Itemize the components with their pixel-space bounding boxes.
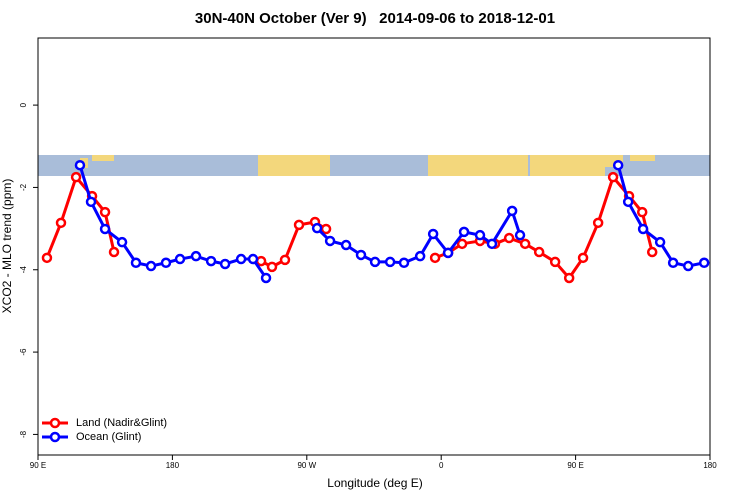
series-point <box>414 250 426 262</box>
series-point <box>279 254 291 266</box>
series-point <box>369 256 381 268</box>
series-point <box>55 217 67 229</box>
series-point <box>654 236 666 248</box>
x-tick-label: 180 <box>703 461 717 470</box>
series-point <box>519 238 531 250</box>
series-point <box>340 239 352 251</box>
series-point <box>563 272 575 284</box>
series-point <box>130 257 142 269</box>
series-point <box>592 217 604 229</box>
series-point <box>99 206 111 218</box>
series-point <box>85 196 97 208</box>
series-point <box>646 246 658 258</box>
series-point <box>219 258 231 270</box>
series-point <box>247 253 259 265</box>
series-point <box>514 229 526 241</box>
x-tick-label: 180 <box>166 461 180 470</box>
series-point <box>108 246 120 258</box>
series-point <box>667 257 679 269</box>
chart-title: 30N-40N October (Ver 9) 2014-09-06 to 20… <box>195 10 555 27</box>
x-tick-label: 90 E <box>30 461 46 470</box>
series-point <box>324 235 336 247</box>
series-point <box>145 260 157 272</box>
series-point <box>622 196 634 208</box>
series-point <box>235 253 247 265</box>
legend-marker <box>49 431 61 443</box>
series-point <box>174 253 186 265</box>
series-point <box>503 232 515 244</box>
series-point <box>458 226 470 238</box>
series-point <box>74 159 86 171</box>
plot-frame <box>37 37 711 456</box>
y-tick-label: -6 <box>19 348 28 356</box>
series-point <box>311 222 323 234</box>
series-point <box>533 246 545 258</box>
x-tick-label: 0 <box>439 461 444 470</box>
series-point <box>474 229 486 241</box>
x-axis-label: Longitude (deg E) <box>327 476 422 490</box>
series-point <box>427 228 439 240</box>
series-point <box>190 250 202 262</box>
series-point <box>607 171 619 183</box>
series-point <box>549 256 561 268</box>
series-point <box>637 223 649 235</box>
series-point <box>682 260 694 272</box>
series-point <box>456 238 468 250</box>
x-tick-label: 90 W <box>297 461 316 470</box>
series-point <box>205 255 217 267</box>
map-strip <box>38 155 710 176</box>
series-point <box>698 257 710 269</box>
series-point <box>612 159 624 171</box>
series-point <box>160 257 172 269</box>
series-point <box>636 206 648 218</box>
legend-label: Land (Nadir&Glint) <box>76 417 167 429</box>
series-point <box>116 236 128 248</box>
series-point <box>41 252 53 264</box>
legend-label: Ocean (Glint) <box>76 431 141 443</box>
y-tick-label: -8 <box>19 430 28 438</box>
series-point <box>293 219 305 231</box>
series-point <box>255 255 267 267</box>
y-tick-label: -4 <box>19 266 28 274</box>
y-tick-label: 0 <box>19 102 28 107</box>
series-point <box>70 171 82 183</box>
series-point <box>577 252 589 264</box>
series-point <box>442 247 454 259</box>
series-point <box>266 261 278 273</box>
series-point <box>320 223 332 235</box>
series-point <box>260 272 272 284</box>
series-point <box>429 252 441 264</box>
series-point <box>384 256 396 268</box>
series-point <box>506 205 518 217</box>
y-axis-label: XCO2 - MLO trend (ppm) <box>0 179 14 314</box>
series-point <box>398 257 410 269</box>
legend-marker <box>49 417 61 429</box>
series-point <box>486 238 498 250</box>
y-tick-label: -2 <box>19 183 28 191</box>
series-point <box>99 223 111 235</box>
x-tick-label: 90 E <box>567 461 583 470</box>
series-point <box>355 249 367 261</box>
